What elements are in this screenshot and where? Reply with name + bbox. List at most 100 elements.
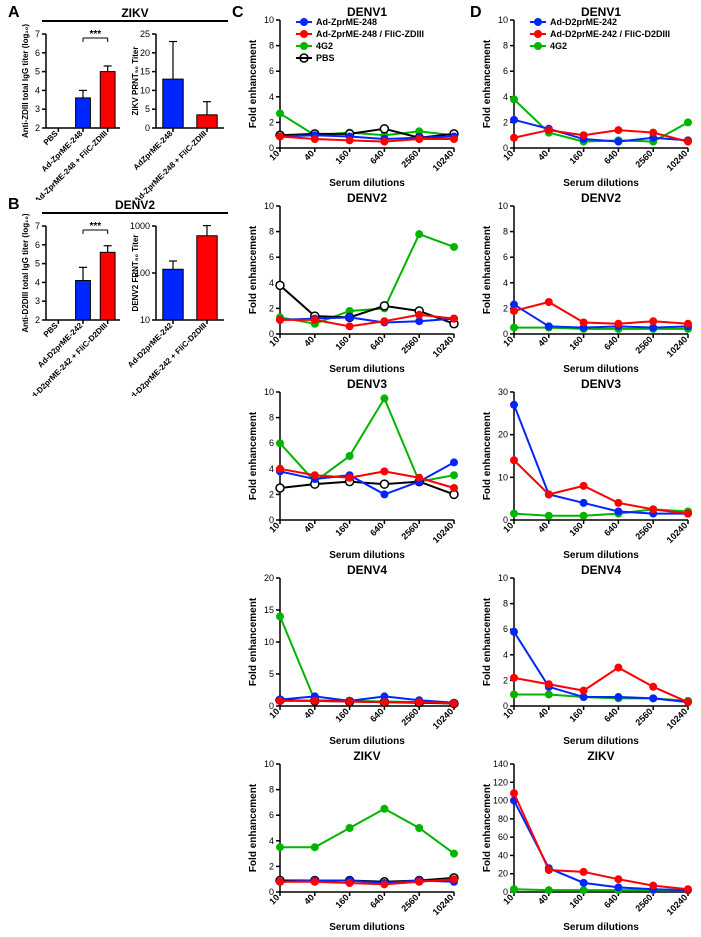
svg-text:2560: 2560 [633, 520, 654, 541]
svg-text:2560: 2560 [399, 520, 420, 541]
svg-text:Anti-ZDIII total IgG titer (lo: Anti-ZDIII total IgG titer (log₁₀) [21, 24, 30, 138]
svg-text:DENV4: DENV4 [581, 563, 621, 577]
svg-text:DENV4: DENV4 [347, 563, 387, 577]
panel-a-bar2: 0510152025AdZprME-248Ad-ZprME-248 + FliC… [128, 22, 228, 200]
svg-text:Serum dilutions: Serum dilutions [563, 364, 639, 375]
svg-text:8: 8 [503, 599, 508, 609]
svg-text:3: 3 [35, 104, 40, 114]
svg-text:2560: 2560 [399, 334, 420, 355]
svg-text:6: 6 [503, 66, 508, 76]
line-plot-ZIKV: ZIKV02468101040160640256010240Fold enhan… [246, 748, 460, 934]
svg-text:PBS: PBS [316, 53, 335, 63]
svg-text:6: 6 [35, 48, 40, 58]
svg-text:7: 7 [35, 221, 40, 231]
svg-text:ZIKV: ZIKV [353, 749, 380, 763]
svg-text:Fold enhancement: Fold enhancement [248, 411, 259, 500]
svg-text:2: 2 [269, 117, 274, 127]
svg-text:2560: 2560 [633, 706, 654, 727]
svg-text:160: 160 [333, 148, 351, 166]
svg-text:160: 160 [567, 334, 585, 352]
svg-text:2560: 2560 [399, 148, 420, 169]
svg-text:10: 10 [264, 759, 274, 769]
line-plot-DENV4: DENV402468101040160640256010240Fold enha… [480, 562, 694, 748]
svg-text:4: 4 [503, 650, 508, 660]
svg-text:6: 6 [269, 66, 274, 76]
svg-text:4: 4 [503, 278, 508, 288]
svg-text:Anti-D2DIII total IgG titer (l: Anti-D2DIII total IgG titer (log₁₀) [21, 214, 30, 333]
svg-text:640: 640 [602, 334, 620, 352]
svg-text:Fold enhancement: Fold enhancement [248, 783, 259, 872]
svg-text:640: 640 [602, 148, 620, 166]
svg-text:ZIKV: ZIKV [587, 749, 614, 763]
svg-text:Serum dilutions: Serum dilutions [563, 178, 639, 189]
svg-text:10240: 10240 [665, 334, 690, 359]
svg-text:Serum dilutions: Serum dilutions [329, 922, 405, 933]
svg-text:160: 160 [333, 892, 351, 910]
svg-text:20: 20 [140, 48, 150, 58]
line-plot-ZIKV: ZIKV020406080100120140104016064025601024… [480, 748, 694, 934]
svg-text:160: 160 [333, 520, 351, 538]
svg-text:5: 5 [269, 669, 274, 679]
svg-text:***: *** [89, 221, 101, 232]
svg-text:2: 2 [503, 117, 508, 127]
svg-text:10: 10 [264, 15, 274, 25]
svg-text:640: 640 [602, 520, 620, 538]
svg-text:8: 8 [269, 41, 274, 51]
panel-a-bar1: 234567PBSAd-ZprME-248Ad-ZprME-248 + FliC… [18, 22, 124, 200]
svg-text:4: 4 [269, 464, 274, 474]
svg-text:2560: 2560 [399, 892, 420, 913]
svg-text:160: 160 [567, 706, 585, 724]
svg-text:***: *** [89, 29, 101, 40]
svg-text:160: 160 [567, 892, 585, 910]
column-c: DENV102468101040160640256010240Fold enha… [246, 4, 460, 934]
panel-b-bar1: 234567PBSAd-D2prME-242Ad-D2prME-242 + Fl… [18, 214, 124, 396]
svg-text:25: 25 [140, 29, 150, 39]
svg-text:ZIKV PRNT₅₀ Titer: ZIKV PRNT₅₀ Titer [131, 47, 140, 116]
svg-text:4: 4 [269, 836, 274, 846]
panel-b-header: DENV2 [42, 198, 228, 214]
svg-text:10: 10 [264, 387, 274, 397]
svg-text:4: 4 [269, 92, 274, 102]
svg-text:100: 100 [493, 796, 508, 806]
svg-text:2: 2 [35, 123, 40, 133]
svg-text:15: 15 [140, 67, 150, 77]
svg-text:160: 160 [333, 334, 351, 352]
svg-text:10240: 10240 [431, 520, 456, 545]
svg-text:Fold enhancement: Fold enhancement [482, 783, 493, 872]
svg-text:Ad-D2prME-242 / FliC-D2DIII: Ad-D2prME-242 / FliC-D2DIII [550, 29, 670, 39]
svg-text:640: 640 [368, 706, 386, 724]
svg-text:10240: 10240 [431, 706, 456, 731]
svg-text:2: 2 [503, 303, 508, 313]
svg-text:2560: 2560 [399, 706, 420, 727]
svg-text:8: 8 [269, 785, 274, 795]
svg-text:Serum dilutions: Serum dilutions [329, 736, 405, 747]
svg-text:2560: 2560 [633, 148, 654, 169]
svg-text:6: 6 [503, 252, 508, 262]
svg-text:3: 3 [35, 296, 40, 306]
svg-text:Serum dilutions: Serum dilutions [563, 736, 639, 747]
svg-text:Serum dilutions: Serum dilutions [563, 550, 639, 561]
svg-text:4G2: 4G2 [550, 41, 567, 51]
svg-text:2560: 2560 [633, 892, 654, 913]
svg-text:15: 15 [264, 605, 274, 615]
svg-text:7: 7 [35, 29, 40, 39]
svg-text:160: 160 [567, 520, 585, 538]
svg-text:4G2: 4G2 [316, 41, 333, 51]
svg-text:10: 10 [498, 472, 508, 482]
svg-text:60: 60 [498, 832, 508, 842]
svg-text:DENV2: DENV2 [581, 191, 621, 205]
panel-b-bar2: 101001000Ad-D2prME-242Ad-D2prME-242 + Fl… [128, 214, 228, 396]
svg-text:6: 6 [269, 252, 274, 262]
svg-text:5: 5 [145, 104, 150, 114]
svg-text:Serum dilutions: Serum dilutions [329, 178, 405, 189]
svg-text:80: 80 [498, 814, 508, 824]
line-plot-DENV4: DENV4051015201040160640256010240Fold enh… [246, 562, 460, 748]
svg-text:Ad-ZprME-248: Ad-ZprME-248 [316, 17, 377, 27]
line-plot-DENV1: DENV102468101040160640256010240Fold enha… [480, 4, 694, 190]
svg-text:10240: 10240 [665, 892, 690, 917]
svg-text:10: 10 [498, 573, 508, 583]
svg-text:2560: 2560 [633, 334, 654, 355]
svg-text:Fold enhancement: Fold enhancement [248, 225, 259, 314]
svg-text:10: 10 [264, 637, 274, 647]
svg-text:160: 160 [567, 148, 585, 166]
